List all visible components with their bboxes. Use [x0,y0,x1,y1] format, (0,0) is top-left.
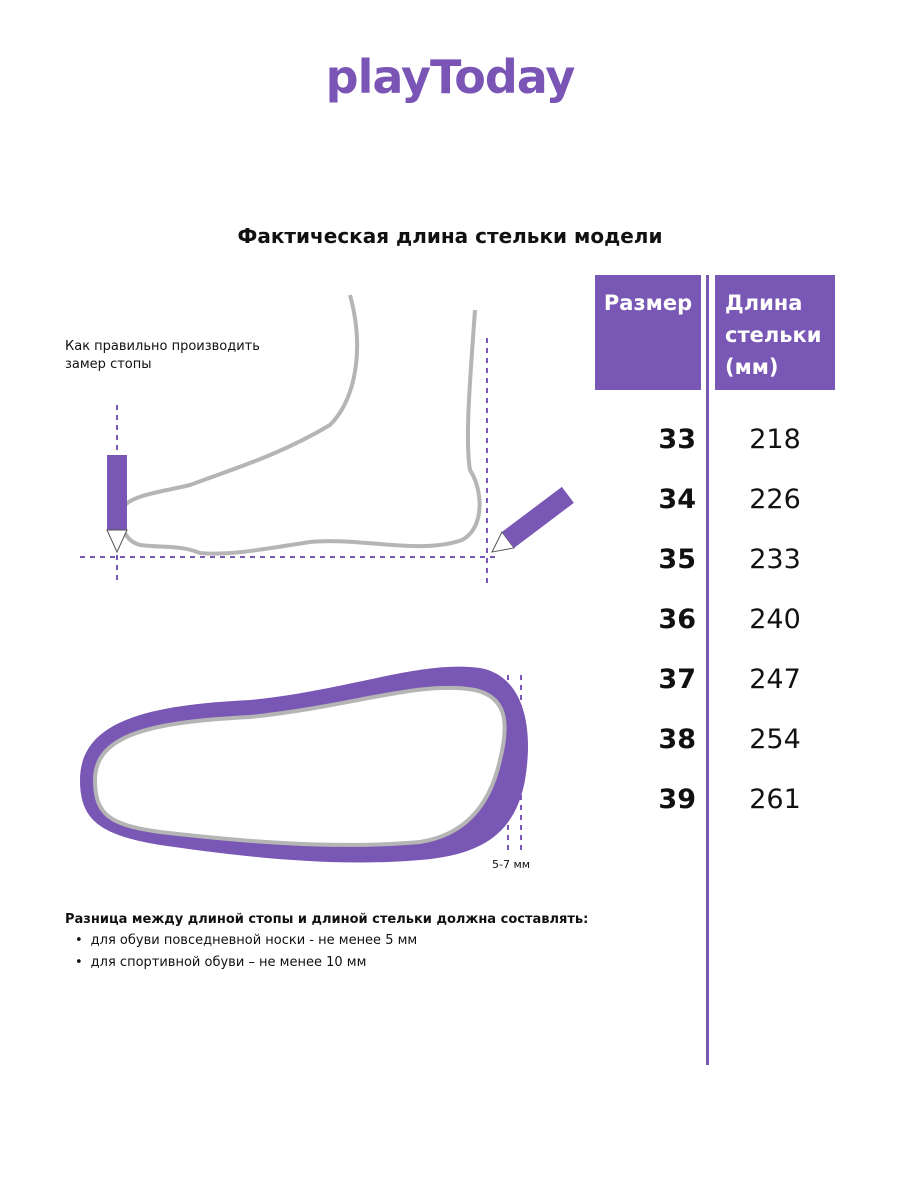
length-cell: 226 [749,484,801,515]
size-cell: 33 [658,424,696,455]
logo: playToday [325,50,576,104]
note-item: для спортивной обуви – не менее 10 мм [75,955,367,970]
note-item: для обуви повседневной носки - не менее … [75,933,418,948]
foot-sole [92,685,507,847]
length-cell: 218 [749,424,801,455]
measure-hint: Как правильно производить замер стопы [65,339,260,372]
pencil-right [491,486,574,553]
table-header: Размер [595,275,701,390]
length-cell: 254 [749,724,801,755]
size-cell: 35 [658,544,696,575]
length-cell: 261 [749,784,801,815]
table-header: Длина стельки (мм) [715,275,835,390]
pencil-left [106,455,128,554]
length-cell: 247 [749,664,801,695]
size-cell: 37 [658,664,696,695]
size-cell: 36 [658,604,696,635]
size-cell: 34 [658,484,696,515]
table-divider [706,275,709,1065]
length-cell: 240 [749,604,801,635]
gap-label: 5-7 мм [492,858,531,871]
size-cell: 39 [658,784,696,815]
length-cell: 233 [749,544,801,575]
note-title: Разница между длиной стопы и длиной стел… [65,912,589,927]
foot-side [119,294,482,556]
title: Фактическая длина стельки модели [237,224,663,248]
size-cell: 38 [658,724,696,755]
